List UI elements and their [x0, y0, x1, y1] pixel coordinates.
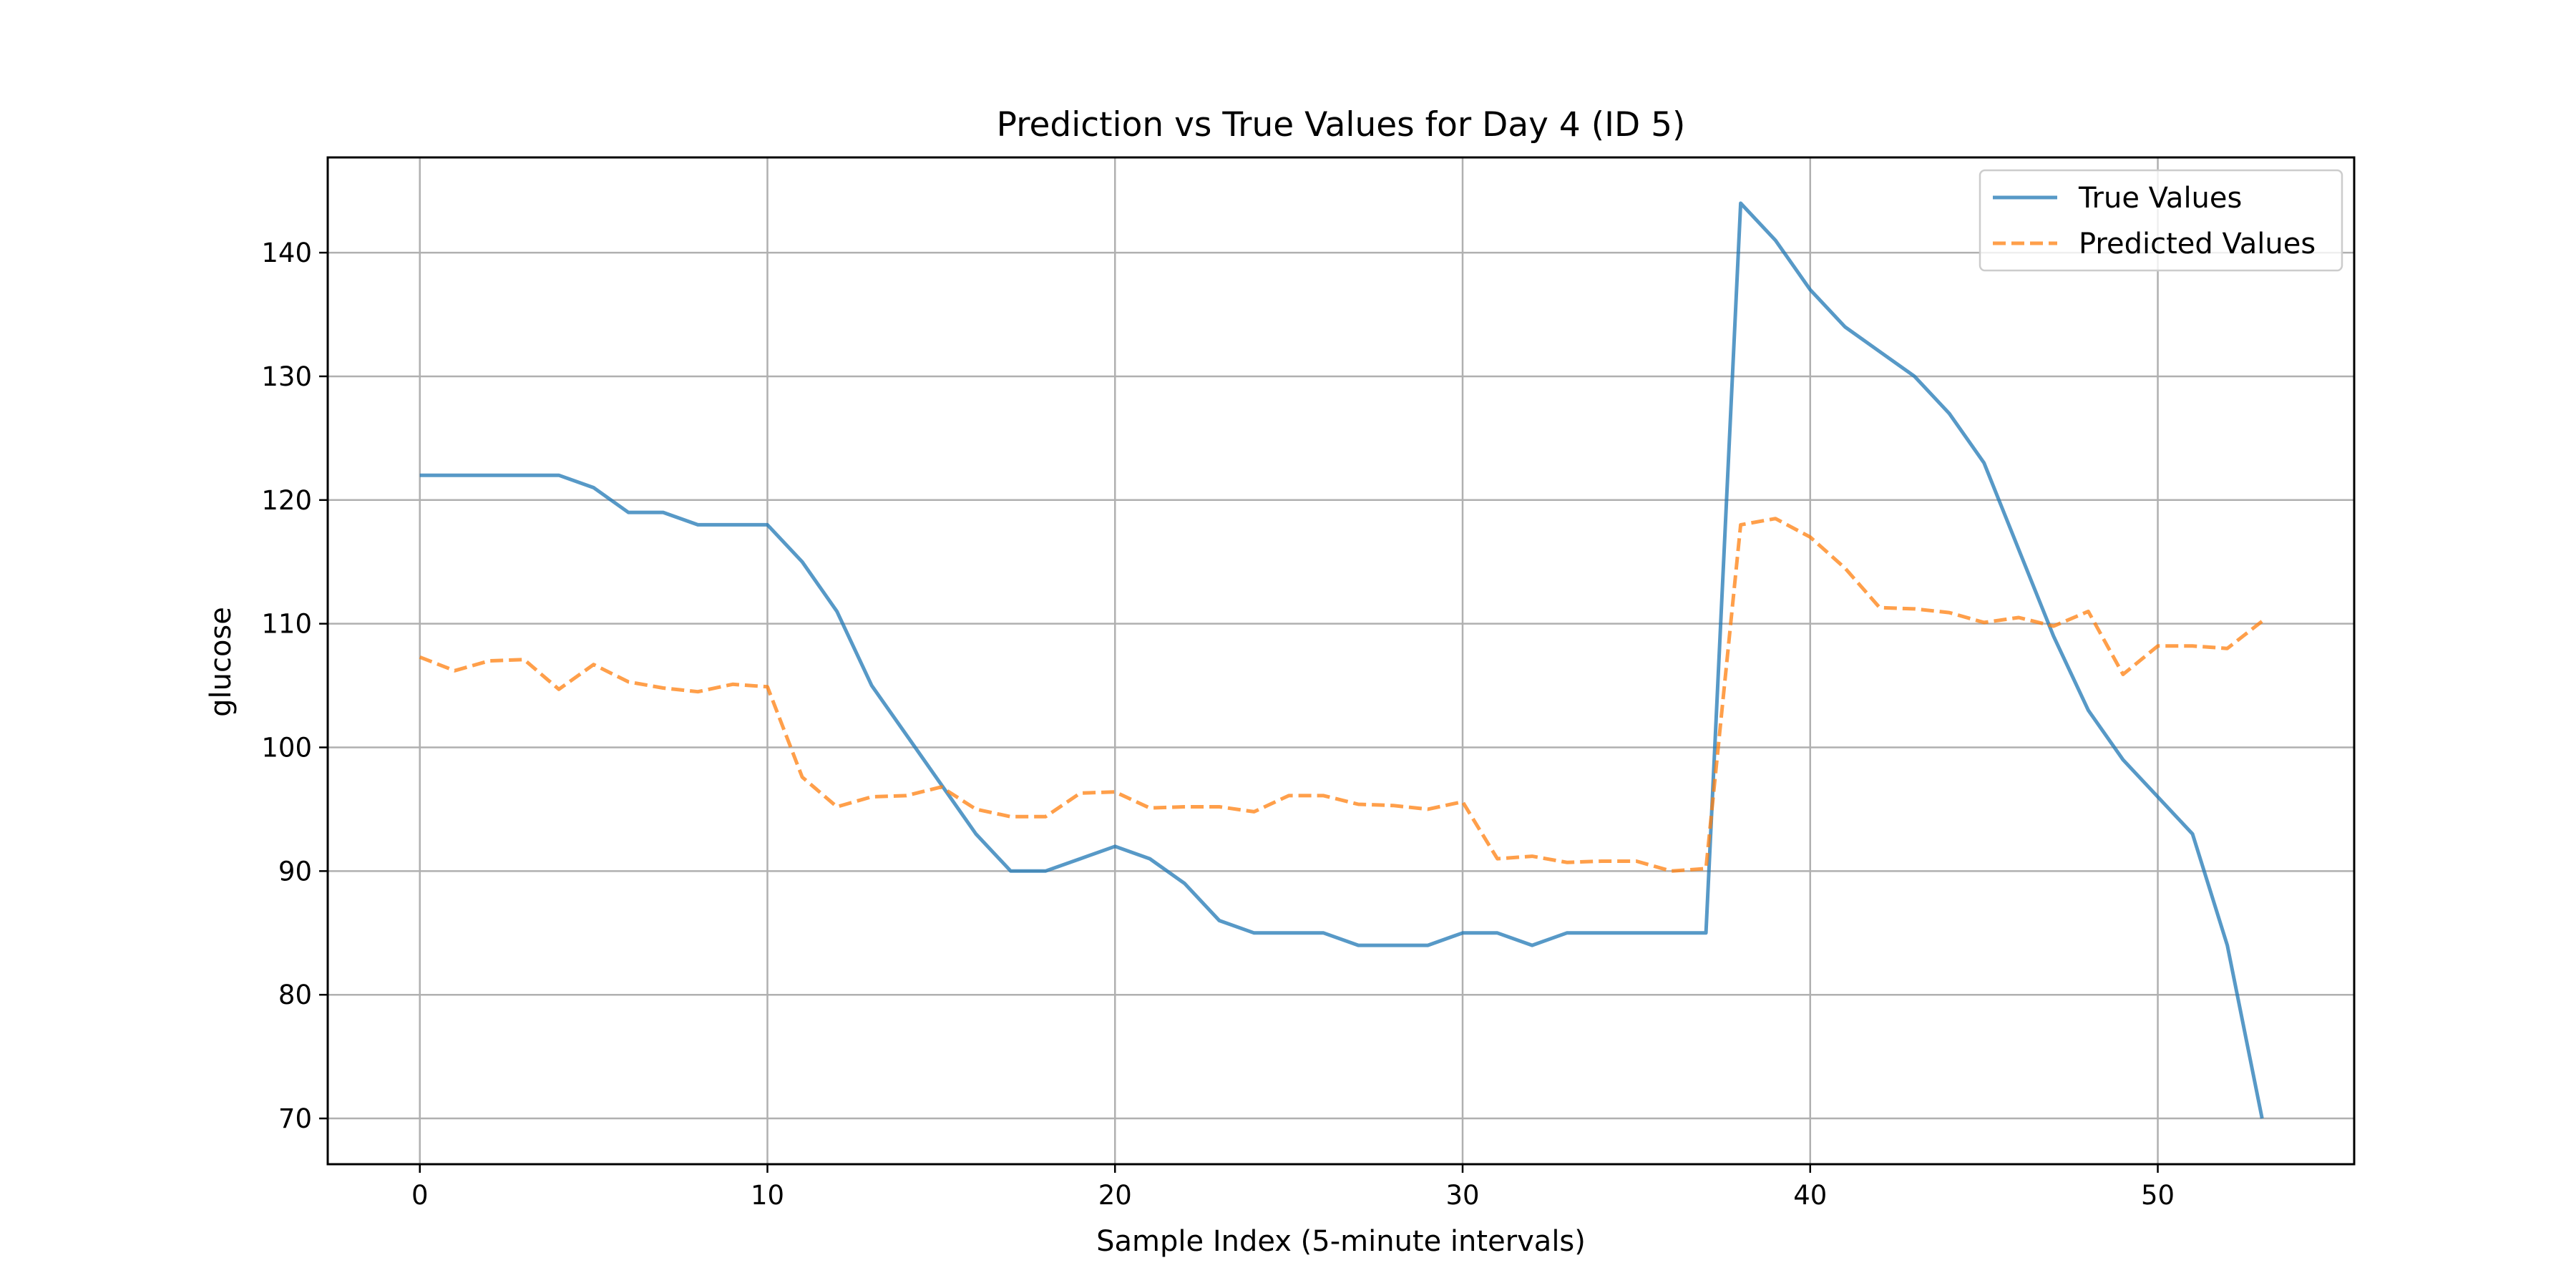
x-tick-label: 40 [1793, 1180, 1827, 1211]
y-tick-label: 140 [261, 238, 312, 268]
y-tick-label: 90 [278, 856, 312, 887]
plot-frame [326, 156, 2356, 1166]
series-layer [419, 201, 2264, 1119]
legend-label-true-values: True Values [2078, 182, 2242, 215]
x-tick-label: 0 [411, 1180, 429, 1211]
grid [328, 157, 2354, 1164]
legend: True Values Predicted Values [1979, 169, 2343, 272]
x-tick-label: 50 [2141, 1180, 2175, 1211]
x-tick-label: 10 [751, 1180, 784, 1211]
y-axis-label: glucose [205, 607, 238, 717]
series-line-predicted-values [419, 517, 2263, 873]
chart-title: Prediction vs True Values for Day 4 (ID … [997, 105, 1686, 145]
series-line-true-values [419, 201, 2264, 1119]
x-axis-label: Sample Index (5-minute intervals) [1096, 1225, 1586, 1258]
ticks: 0 10 20 30 40 50 70 80 90 100 110 120 130 140 [261, 238, 2175, 1211]
x-tick-label: 30 [1445, 1180, 1479, 1211]
y-tick-label: 120 [261, 485, 312, 516]
legend-box [1979, 169, 2343, 272]
y-tick-label: 70 [278, 1103, 312, 1134]
x-tick-label: 20 [1098, 1180, 1132, 1211]
y-tick-label: 100 [261, 732, 312, 763]
y-tick-label: 130 [261, 361, 312, 392]
y-tick-label: 80 [278, 980, 312, 1010]
y-tick-label: 110 [261, 609, 312, 640]
legend-label-predicted-values: Predicted Values [2079, 228, 2316, 260]
